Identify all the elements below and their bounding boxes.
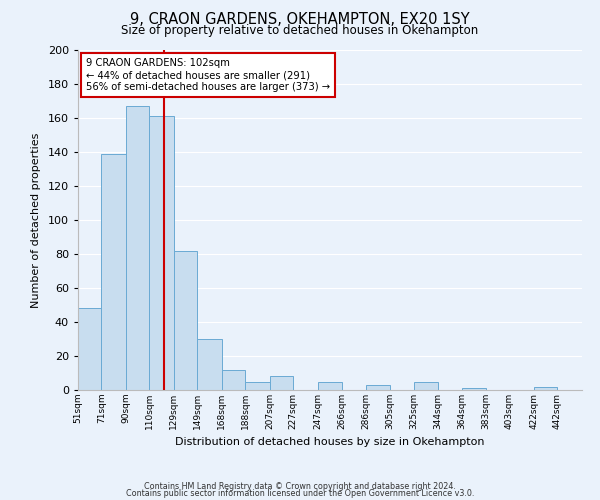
Text: 9, CRAON GARDENS, OKEHAMPTON, EX20 1SY: 9, CRAON GARDENS, OKEHAMPTON, EX20 1SY [130, 12, 470, 28]
Text: Contains HM Land Registry data © Crown copyright and database right 2024.: Contains HM Land Registry data © Crown c… [144, 482, 456, 491]
Bar [365, 385, 390, 390]
Bar [149, 116, 174, 390]
Bar [101, 154, 126, 390]
Bar [78, 308, 101, 390]
Bar [245, 382, 270, 390]
Bar [222, 370, 245, 390]
Bar [461, 388, 486, 390]
Text: Contains public sector information licensed under the Open Government Licence v3: Contains public sector information licen… [126, 490, 474, 498]
Bar [197, 339, 222, 390]
Bar [318, 382, 342, 390]
Bar [534, 386, 557, 390]
Bar [126, 106, 149, 390]
Bar [174, 250, 197, 390]
Bar [413, 382, 438, 390]
Text: Size of property relative to detached houses in Okehampton: Size of property relative to detached ho… [121, 24, 479, 37]
Bar [270, 376, 293, 390]
Y-axis label: Number of detached properties: Number of detached properties [31, 132, 41, 308]
Text: 9 CRAON GARDENS: 102sqm
← 44% of detached houses are smaller (291)
56% of semi-d: 9 CRAON GARDENS: 102sqm ← 44% of detache… [86, 58, 329, 92]
X-axis label: Distribution of detached houses by size in Okehampton: Distribution of detached houses by size … [175, 438, 485, 448]
